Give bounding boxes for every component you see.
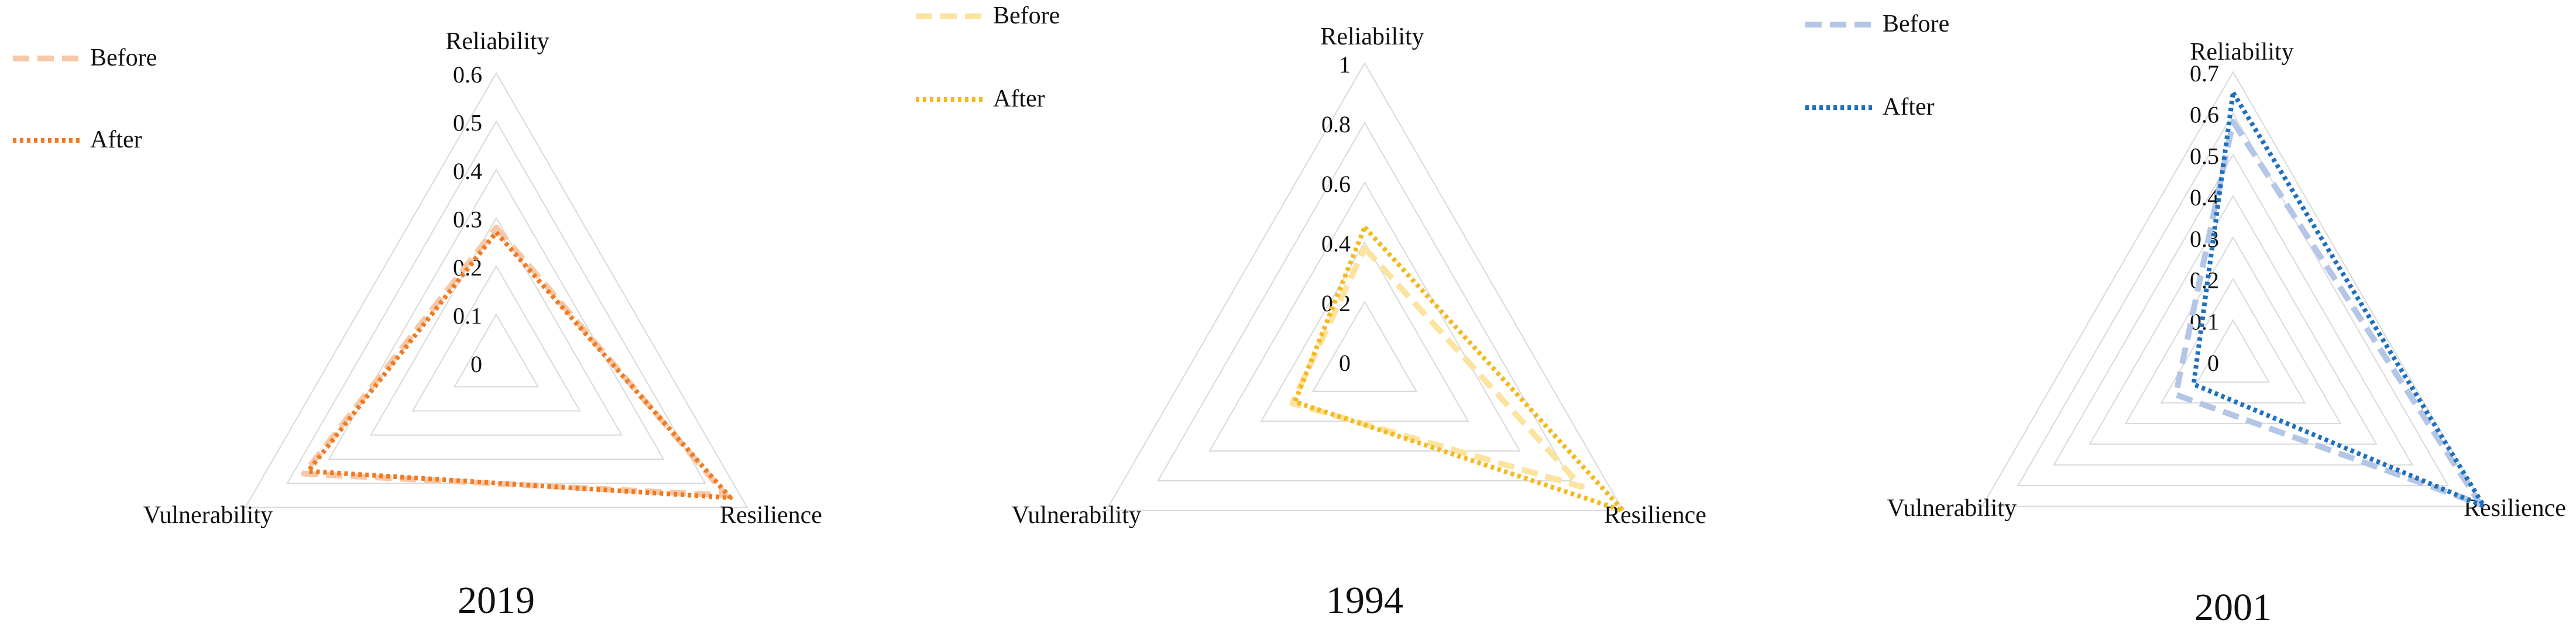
series-after-polygon xyxy=(2191,90,2486,509)
radar-chart-2001: 00.10.20.30.40.50.60.7ReliabilityResilie… xyxy=(1805,11,2566,629)
legend-label-after: After xyxy=(1883,94,1935,120)
gridline-ring xyxy=(453,313,540,388)
gridline-ring xyxy=(2089,195,2378,445)
tick-label: 0.6 xyxy=(1321,171,1351,197)
series-before-polygon xyxy=(1289,245,1585,490)
axis-label-vulnerability: Vulnerability xyxy=(143,502,273,529)
tick-label: 0.4 xyxy=(453,158,482,184)
gridline-ring xyxy=(2196,319,2270,383)
series-before-polygon xyxy=(301,225,729,498)
series-after-polygon xyxy=(305,230,733,500)
tick-label: 0.3 xyxy=(2190,226,2219,252)
radar-chart-1994: 00.20.40.60.81ReliabilityResilienceVulne… xyxy=(916,2,1706,622)
series-before-polygon xyxy=(2173,118,2484,507)
tick-label: 0.6 xyxy=(453,61,482,88)
axis-label-resilience: Resilience xyxy=(1604,502,1706,529)
series-after-polygon xyxy=(1292,225,1626,513)
axis-label-vulnerability: Vulnerability xyxy=(1012,502,1141,529)
legend-label-before: Before xyxy=(993,2,1060,29)
axis-label-reliability: Reliability xyxy=(445,28,549,55)
chart-title: 1994 xyxy=(1326,579,1403,622)
axis-label-reliability: Reliability xyxy=(1320,23,1424,50)
tick-label: 0.5 xyxy=(2190,143,2219,169)
legend-label-after: After xyxy=(90,126,142,153)
tick-label: 0 xyxy=(1339,350,1351,376)
gridline-ring xyxy=(2053,153,2413,466)
tick-label: 0.3 xyxy=(453,206,482,233)
radar-chart-2019: 00.10.20.30.40.50.6ReliabilityResilience… xyxy=(13,28,822,622)
gridline-ring xyxy=(2017,112,2450,487)
gridline-ring xyxy=(1156,121,1573,481)
gridline-ring xyxy=(286,120,706,484)
tick-label: 0 xyxy=(2207,350,2219,376)
gridline-ring xyxy=(1208,181,1521,452)
tick-label: 0.5 xyxy=(453,110,482,136)
gridline-ring xyxy=(244,72,748,508)
tick-label: 0.8 xyxy=(1321,111,1351,137)
chart-title: 2019 xyxy=(458,579,535,622)
gridline-ring xyxy=(1981,71,2485,507)
gridline-ring xyxy=(1105,62,1624,511)
tick-label: 0.4 xyxy=(1321,230,1351,257)
gridline-ring xyxy=(2160,277,2306,404)
gridline-ring xyxy=(2124,236,2342,425)
legend-label-after: After xyxy=(993,85,1045,112)
tick-label: 0.7 xyxy=(2190,60,2219,87)
gridline-ring xyxy=(369,216,623,436)
tick-label: 1 xyxy=(1339,51,1351,78)
tick-label: 0 xyxy=(470,351,482,377)
legend-label-before: Before xyxy=(1883,11,1949,37)
chart-title: 2001 xyxy=(2194,586,2272,629)
tick-label: 0.1 xyxy=(453,303,482,329)
tick-label: 0.6 xyxy=(2190,102,2219,128)
gridline-ring xyxy=(328,168,665,460)
axis-label-reliability: Reliability xyxy=(2190,39,2293,66)
axis-label-vulnerability: Vulnerability xyxy=(1887,495,2017,522)
legend-label-before: Before xyxy=(90,44,157,71)
gridline-ring xyxy=(1311,300,1418,392)
axis-label-resilience: Resilience xyxy=(720,502,822,529)
gridline-ring xyxy=(411,265,581,412)
